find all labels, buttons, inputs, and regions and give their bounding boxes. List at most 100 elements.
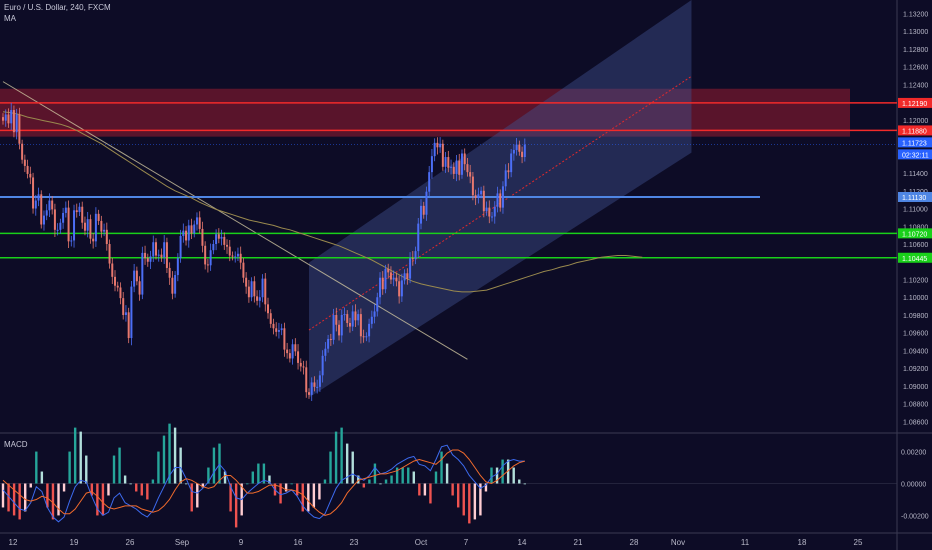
- candle-body: [100, 220, 103, 232]
- macd-histogram-bar: [345, 443, 349, 484]
- candle-body: [174, 275, 177, 294]
- macd-histogram-bar: [318, 483, 321, 500]
- macd-histogram-bar: [57, 483, 60, 516]
- candle-body: [51, 200, 54, 210]
- candle-body: [283, 328, 286, 350]
- macd-histogram-bar: [357, 475, 360, 484]
- candle-body: [198, 217, 201, 229]
- candle-body: [398, 281, 401, 297]
- level-label-bg: [898, 228, 932, 239]
- candle-body: [379, 277, 382, 298]
- price-tick: 1.12000: [903, 118, 928, 125]
- macd-label: MACD: [4, 440, 28, 449]
- candle-body: [10, 110, 13, 124]
- macd-histogram-bar: [445, 463, 449, 484]
- macd-tick: 0.00200: [901, 450, 926, 457]
- time-tick: Nov: [671, 538, 685, 547]
- price-tick: 1.10800: [903, 224, 928, 231]
- macd-histogram-bar: [495, 467, 499, 484]
- price-tick: 1.10600: [903, 242, 928, 249]
- macd-histogram-bar: [429, 483, 432, 504]
- macd-histogram-bar: [112, 455, 116, 484]
- candle-body: [324, 348, 327, 356]
- candle-body: [280, 328, 283, 331]
- candle-body: [387, 268, 390, 273]
- candle-body: [176, 258, 179, 276]
- price-axis[interactable]: 1.13200 1.13000 1.12800 1.12600 1.12400 1.120…: [898, 11, 932, 520]
- candle-body: [373, 311, 376, 317]
- macd-histogram-bar: [384, 479, 388, 484]
- candle-body: [368, 323, 371, 337]
- time-tick: 26: [126, 538, 135, 547]
- candle-body: [414, 251, 417, 260]
- time-tick: Sep: [175, 538, 190, 547]
- candle-body: [318, 375, 321, 387]
- price-tick: 1.12800: [903, 47, 928, 54]
- candle-body: [127, 312, 130, 339]
- macd-histogram-bar: [140, 483, 143, 496]
- macd-histogram-bar: [279, 483, 282, 504]
- candle-body: [204, 245, 207, 265]
- macd-histogram-bar: [373, 463, 377, 484]
- time-tick: 11: [741, 538, 750, 547]
- candle-body: [234, 256, 237, 258]
- candle-body: [209, 250, 212, 266]
- descending-trendline: [2, 81, 468, 360]
- time-tick: 18: [798, 538, 807, 547]
- candle-body: [389, 272, 392, 280]
- macd-histogram-bar: [40, 471, 44, 484]
- candle-body: [144, 252, 147, 259]
- candle-body: [83, 222, 86, 231]
- candle-body: [253, 281, 256, 297]
- candle-body: [48, 200, 51, 211]
- candle-body: [444, 157, 447, 167]
- time-tick: 16: [294, 538, 303, 547]
- macd-histogram-bar: [35, 451, 38, 484]
- candle-body: [231, 255, 234, 257]
- time-tick: 9: [239, 538, 244, 547]
- price-tick: 1.08600: [903, 419, 928, 426]
- trendline[interactable]: [2, 81, 468, 360]
- macd-histogram-bar: [440, 451, 443, 484]
- horizontal-levels[interactable]: [0, 102, 897, 259]
- candle-body: [56, 229, 59, 231]
- candle-body: [163, 242, 166, 258]
- candle-body: [133, 270, 136, 287]
- candle-body: [452, 166, 455, 174]
- time-axis[interactable]: 12 19 26 Sep 9 16 23 Oct 7 14 21 28 Nov 11 18 25: [9, 538, 863, 547]
- level-label-bg: [898, 137, 932, 148]
- time-tick: 19: [70, 538, 79, 547]
- macd-histogram-bar: [462, 483, 465, 516]
- candle-body: [138, 281, 141, 295]
- macd-histogram-bar: [490, 467, 493, 484]
- macd-histogram-bar: [96, 483, 99, 516]
- resistance-zone[interactable]: [0, 88, 850, 137]
- macd-histogram-bar: [301, 483, 304, 512]
- candle-body: [92, 238, 95, 242]
- candle-body: [81, 206, 84, 223]
- candle-body: [365, 336, 368, 338]
- time-tick: 14: [518, 538, 527, 547]
- candle-body: [450, 166, 453, 168]
- candle-body: [439, 143, 442, 148]
- macd-histogram-bar: [118, 447, 121, 484]
- candle-body: [105, 229, 108, 245]
- macd-histogram-bar: [246, 483, 249, 485]
- macd-histogram-bar: [262, 463, 266, 484]
- candle-body: [425, 191, 428, 215]
- candle-body: [149, 256, 152, 262]
- candle-body: [335, 314, 338, 325]
- macd-histogram-bar: [7, 483, 10, 512]
- candle-body: [499, 193, 502, 208]
- price-tick: 1.12600: [903, 65, 928, 72]
- macd-histogram-bar: [212, 447, 216, 484]
- candle-body: [512, 149, 515, 154]
- candle-body: [485, 207, 488, 212]
- time-tick: 12: [9, 538, 18, 547]
- candle-body: [114, 276, 117, 286]
- level-label-bg: [898, 125, 932, 136]
- signal-line: [2, 449, 525, 516]
- macd-histogram-bar: [456, 483, 460, 508]
